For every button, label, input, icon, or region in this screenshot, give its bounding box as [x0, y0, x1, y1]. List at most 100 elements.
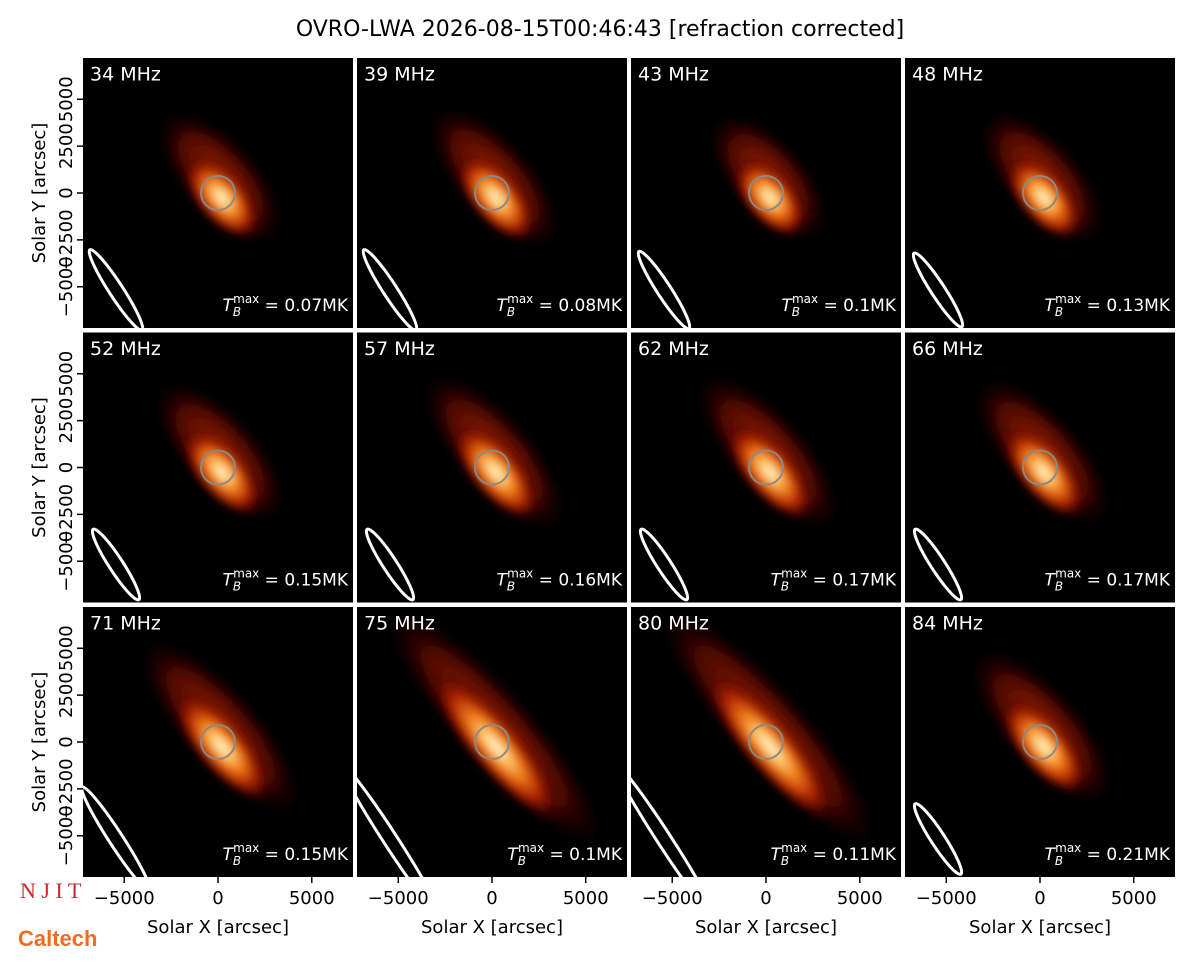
tb-max-label: TBmax = 0.07MK — [223, 292, 349, 319]
solar-disk — [1022, 449, 1058, 486]
panel-title: 43 MHz — [638, 64, 709, 86]
y-tick-label: 0 — [56, 187, 77, 198]
x-axis-label: Solar X [arcsec] — [969, 917, 1111, 938]
beam — [90, 527, 142, 602]
y-tick-label: −2500 — [56, 209, 77, 270]
emission-core — [1000, 697, 1088, 796]
panel: 84 MHz — [905, 607, 1175, 877]
logo-caltech: Caltech — [18, 926, 97, 951]
panel: 34 MHz — [83, 58, 353, 328]
y-axis-label: Solar Y [arcsec] — [29, 672, 50, 813]
solar-disk — [748, 724, 784, 760]
panel-title: 66 MHz — [912, 338, 983, 360]
x-tick-label: −5000 — [642, 888, 703, 909]
y-tick-label: 2500 — [56, 672, 77, 718]
beam — [636, 249, 692, 328]
beam — [83, 785, 152, 877]
panel-title: 62 MHz — [638, 338, 709, 360]
tb-max-label: TBmax = 0.08MK — [497, 292, 623, 319]
solar-disk — [200, 724, 236, 760]
tb-max-label: TBmax = 0.11MK — [771, 841, 897, 868]
beam — [364, 527, 416, 602]
x-tick-label: 0 — [212, 888, 223, 909]
y-tick-label: −5000 — [56, 805, 77, 866]
tb-max-label: TBmax = 0.17MK — [1045, 566, 1171, 593]
y-tick-label: 2500 — [56, 398, 77, 444]
panel: 80 MHz — [631, 607, 901, 877]
figure-title: OVRO-LWA 2026-08-15T00:46:43 [refraction… — [296, 17, 904, 42]
x-tick-label: 5000 — [289, 888, 335, 909]
emission-core — [455, 152, 536, 243]
x-tick-label: −5000 — [94, 888, 155, 909]
tb-max-label: TBmax = 0.21MK — [1045, 841, 1171, 868]
emission-core — [1002, 425, 1086, 519]
logo-njit: N J I T — [20, 878, 82, 903]
tb-max-label: TBmax = 0.1MK — [507, 841, 623, 868]
panel-title: 57 MHz — [364, 338, 435, 360]
x-tick-label: 5000 — [563, 888, 609, 909]
y-axis-label: Solar Y [arcsec] — [29, 123, 50, 264]
beam — [361, 248, 419, 328]
x-tick-label: 0 — [1034, 888, 1045, 909]
panel: 57 MHz — [357, 332, 627, 603]
panel: 52 MHz — [83, 332, 353, 603]
panel: 66 MHz — [905, 332, 1175, 603]
panel: 71 MHz — [83, 607, 353, 877]
panel-title: 34 MHz — [90, 64, 161, 86]
solar-disk — [200, 175, 236, 211]
x-axis-label: Solar X [arcsec] — [147, 917, 289, 938]
tb-max-label: TBmax = 0.15MK — [223, 566, 349, 593]
x-tick-label: 5000 — [837, 888, 883, 909]
x-axis-label: Solar X [arcsec] — [421, 917, 563, 938]
emission-core — [452, 423, 540, 522]
panel: 39 MHz — [357, 58, 627, 328]
panel-title: 71 MHz — [90, 613, 161, 635]
y-tick-label: 5000 — [56, 625, 77, 671]
y-tick-label: 0 — [56, 736, 77, 747]
x-tick-label: −5000 — [368, 888, 429, 909]
panel-title: 75 MHz — [364, 613, 435, 635]
y-tick-label: 2500 — [56, 123, 77, 169]
emission-core — [705, 671, 835, 823]
beam — [87, 248, 145, 328]
solar-disk — [474, 724, 510, 760]
y-tick-label: 5000 — [56, 351, 77, 397]
panel: 43 MHz — [631, 58, 901, 328]
emission-core — [173, 691, 271, 803]
panel-title: 80 MHz — [638, 613, 709, 635]
solar-disk — [1022, 175, 1058, 211]
panel-title: 84 MHz — [912, 613, 983, 635]
y-tick-label: −2500 — [56, 758, 77, 819]
tb-max-label: TBmax = 0.1MK — [781, 292, 897, 319]
tb-max-label: TBmax = 0.15MK — [223, 841, 349, 868]
x-tick-label: 5000 — [1111, 888, 1157, 909]
emission-core — [181, 427, 262, 517]
y-tick-label: −2500 — [56, 484, 77, 545]
x-tick-label: 0 — [486, 888, 497, 909]
panel-title: 48 MHz — [912, 64, 983, 86]
panel-title: 39 MHz — [364, 64, 435, 86]
panel: 48 MHz — [905, 58, 1175, 328]
beam — [911, 251, 965, 328]
tb-max-label: TBmax = 0.17MK — [771, 566, 897, 593]
emission-core — [1005, 155, 1083, 241]
panel: 62 MHz — [631, 332, 901, 603]
x-tick-label: 0 — [760, 888, 771, 909]
solar-disk — [474, 175, 510, 211]
solar-disk — [748, 449, 784, 486]
beam — [638, 527, 690, 602]
solar-disk — [200, 449, 236, 486]
x-axis-label: Solar X [arcsec] — [695, 917, 837, 938]
panel: 75 MHz — [357, 607, 627, 877]
beam — [912, 802, 964, 876]
y-tick-label: 5000 — [56, 76, 77, 122]
beam — [631, 761, 715, 877]
x-tick-label: −5000 — [916, 888, 977, 909]
solar-disk — [748, 175, 784, 211]
y-tick-label: −5000 — [56, 256, 77, 317]
emission-core — [733, 157, 807, 238]
emission-core — [726, 423, 814, 522]
emission-core — [431, 671, 561, 823]
y-axis-label: Solar Y [arcsec] — [29, 397, 50, 538]
